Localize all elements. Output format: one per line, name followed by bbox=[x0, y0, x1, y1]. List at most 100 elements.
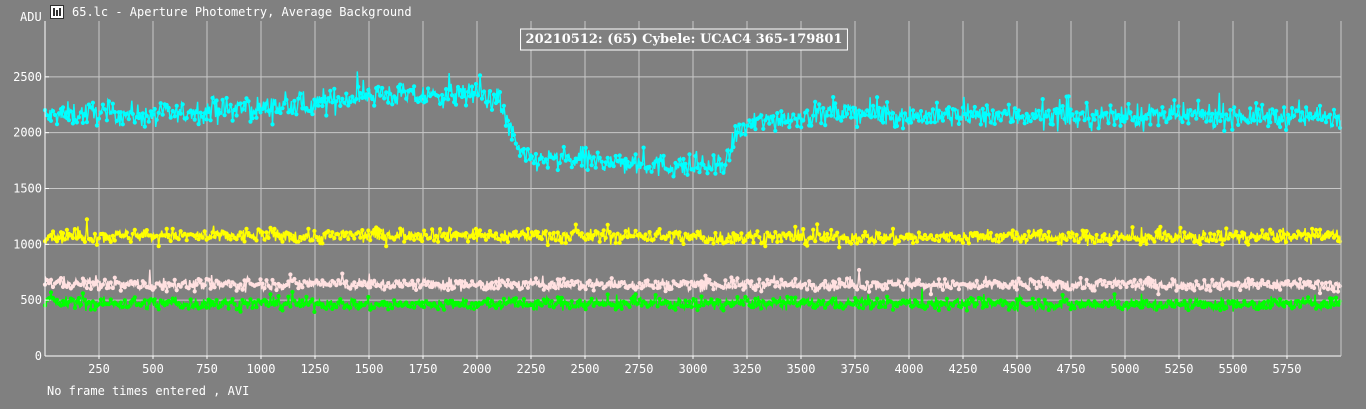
data-point bbox=[1252, 234, 1257, 239]
data-point bbox=[677, 298, 682, 303]
data-point bbox=[256, 282, 261, 287]
data-point bbox=[599, 232, 604, 237]
data-point bbox=[875, 95, 880, 100]
data-point bbox=[320, 103, 325, 109]
data-point bbox=[1196, 98, 1201, 103]
data-point bbox=[966, 118, 972, 123]
data-point bbox=[519, 286, 525, 291]
data-point bbox=[617, 283, 622, 288]
data-point bbox=[679, 162, 684, 167]
data-point bbox=[288, 304, 293, 309]
data-point bbox=[555, 167, 560, 173]
data-point bbox=[988, 120, 993, 125]
data-point bbox=[1270, 302, 1275, 308]
data-point bbox=[986, 236, 991, 241]
data-point bbox=[691, 297, 696, 302]
data-point bbox=[767, 121, 772, 126]
data-point bbox=[1144, 298, 1149, 303]
data-point bbox=[883, 304, 888, 310]
data-point bbox=[583, 237, 588, 242]
data-point bbox=[761, 299, 766, 304]
data-point bbox=[1258, 118, 1263, 123]
data-point bbox=[557, 160, 562, 166]
data-point bbox=[1114, 282, 1119, 287]
data-point bbox=[1100, 304, 1105, 309]
data-point bbox=[1022, 233, 1027, 238]
data-point bbox=[178, 111, 183, 116]
data-point bbox=[258, 110, 263, 115]
data-point bbox=[966, 301, 972, 306]
x-tick-label: 5000 bbox=[1111, 362, 1140, 376]
data-point bbox=[477, 73, 483, 78]
data-point bbox=[934, 100, 940, 105]
data-point bbox=[932, 120, 938, 125]
data-point bbox=[805, 243, 810, 248]
data-point bbox=[1076, 117, 1081, 122]
data-point bbox=[288, 272, 293, 277]
data-point bbox=[591, 288, 596, 293]
data-point bbox=[928, 292, 934, 297]
data-point bbox=[1186, 307, 1191, 313]
data-point bbox=[505, 278, 510, 283]
data-point bbox=[463, 231, 469, 236]
lightcurve-app-icon[interactable] bbox=[50, 5, 64, 19]
data-point bbox=[1264, 232, 1269, 237]
data-point bbox=[565, 154, 570, 159]
data-point bbox=[525, 285, 531, 290]
data-point bbox=[364, 92, 369, 97]
data-point bbox=[655, 304, 660, 309]
data-point bbox=[390, 102, 395, 107]
data-point bbox=[813, 239, 818, 244]
data-point bbox=[110, 101, 115, 106]
data-point bbox=[1262, 300, 1267, 305]
data-point bbox=[649, 169, 654, 174]
window-titlebar: 65.lc - Aperture Photometry, Average Bac… bbox=[50, 3, 412, 21]
x-tick-label: 5500 bbox=[1219, 362, 1248, 376]
data-point bbox=[984, 103, 989, 108]
data-point bbox=[561, 144, 566, 150]
data-point bbox=[1032, 279, 1037, 285]
data-point bbox=[833, 280, 838, 285]
data-point bbox=[134, 281, 139, 286]
data-point bbox=[916, 277, 922, 283]
data-point bbox=[970, 114, 976, 119]
data-point bbox=[1012, 306, 1017, 311]
data-point bbox=[535, 162, 541, 167]
data-point bbox=[489, 280, 495, 285]
data-point bbox=[924, 304, 930, 309]
data-point bbox=[759, 306, 764, 311]
data-point bbox=[140, 111, 145, 116]
data-point bbox=[869, 115, 874, 120]
data-point bbox=[896, 117, 902, 122]
data-point bbox=[1258, 234, 1263, 239]
data-point bbox=[130, 231, 135, 236]
data-point bbox=[1034, 285, 1039, 291]
data-point bbox=[541, 160, 546, 165]
data-point bbox=[1054, 106, 1059, 112]
data-point bbox=[914, 300, 920, 305]
data-point bbox=[873, 239, 878, 244]
data-point bbox=[296, 96, 301, 101]
data-point bbox=[1264, 305, 1269, 310]
data-point bbox=[553, 154, 558, 160]
data-point bbox=[783, 301, 788, 306]
data-point bbox=[805, 287, 810, 292]
data-point bbox=[565, 234, 570, 239]
data-point bbox=[1188, 282, 1193, 287]
data-point bbox=[284, 282, 289, 288]
y-tick-label: 0 bbox=[35, 349, 42, 363]
data-point bbox=[809, 123, 814, 128]
data-point bbox=[541, 287, 546, 292]
data-point bbox=[110, 233, 115, 238]
data-point bbox=[958, 305, 964, 310]
data-point bbox=[70, 235, 75, 241]
data-point bbox=[487, 89, 493, 94]
data-point bbox=[154, 233, 159, 238]
data-point bbox=[1282, 105, 1287, 110]
data-point bbox=[1098, 278, 1103, 283]
data-point bbox=[703, 273, 708, 278]
data-point bbox=[1062, 116, 1067, 122]
data-point bbox=[1010, 119, 1015, 124]
data-point bbox=[1224, 305, 1229, 310]
data-point bbox=[1216, 303, 1221, 308]
